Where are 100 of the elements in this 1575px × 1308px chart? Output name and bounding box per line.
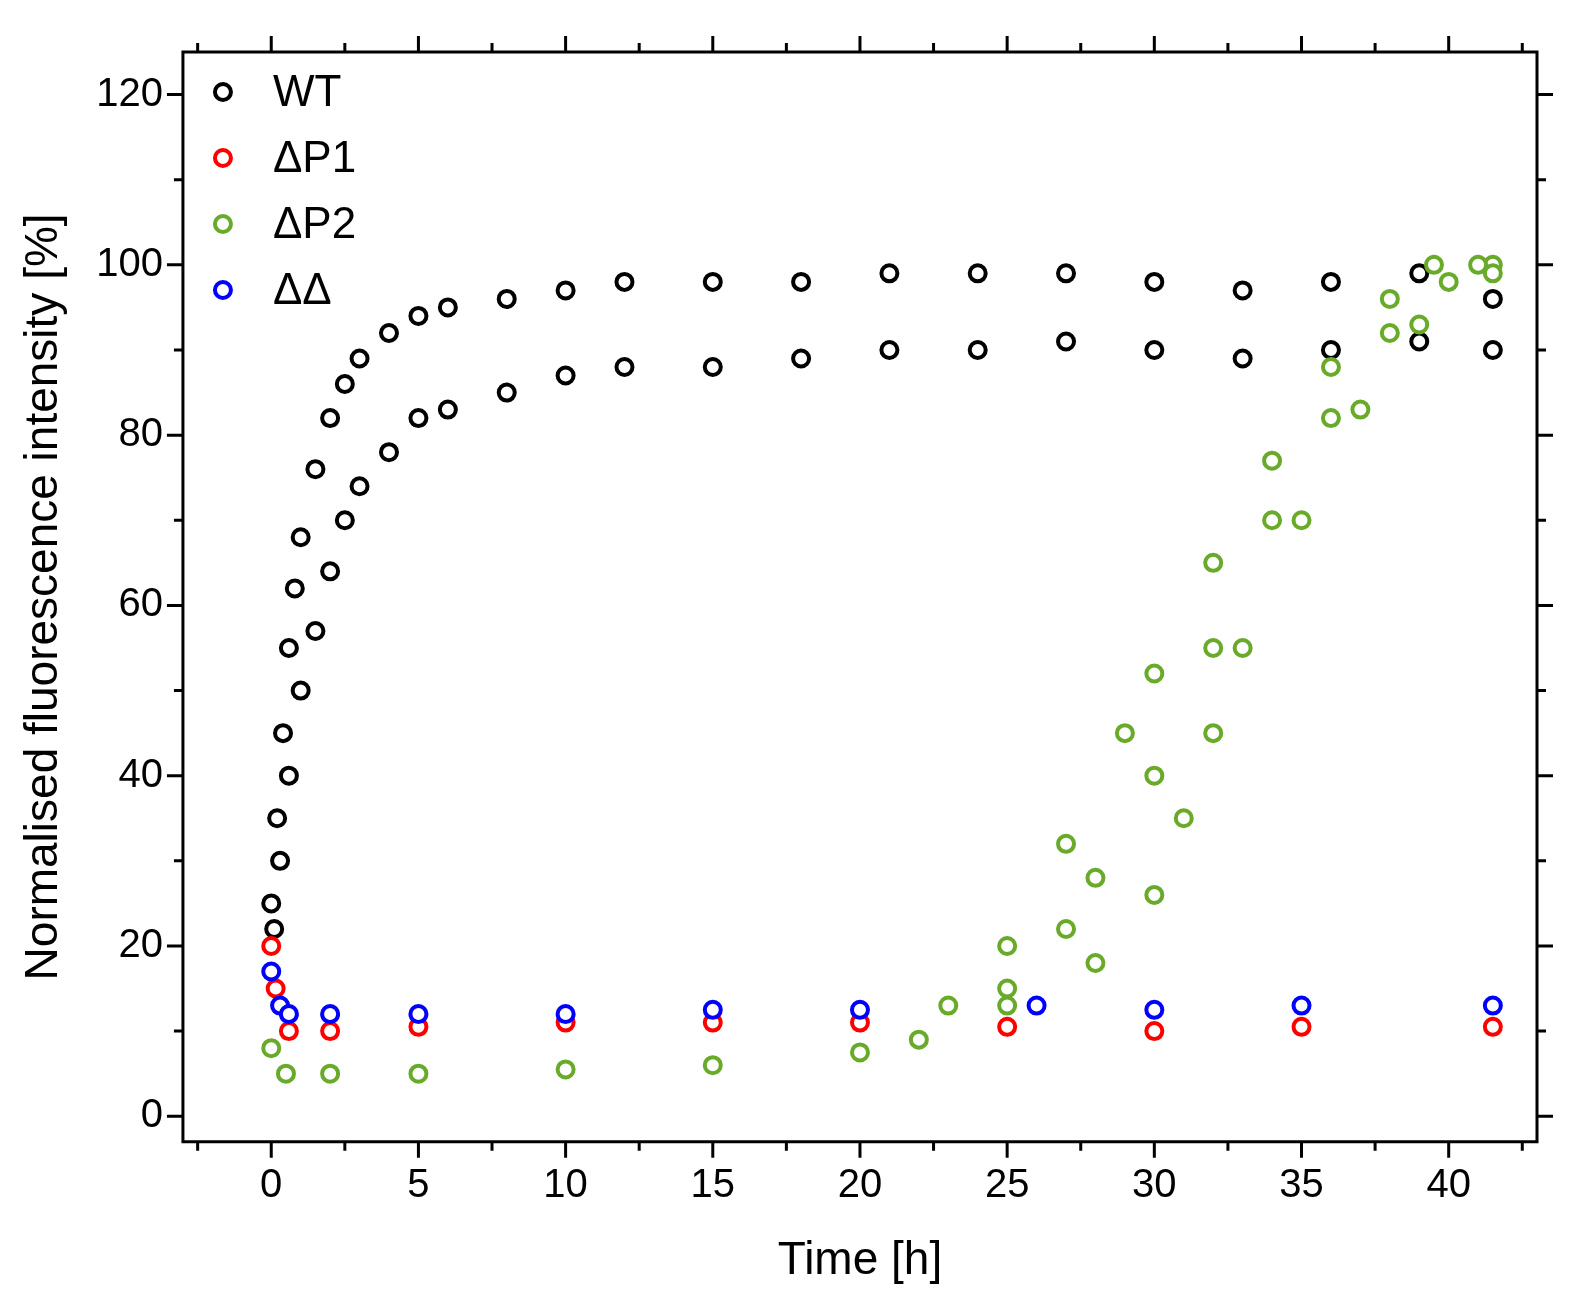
point — [1232, 637, 1253, 658]
point — [1144, 271, 1165, 292]
point — [1144, 999, 1165, 1020]
point — [555, 280, 576, 301]
point — [275, 1063, 296, 1084]
x-tick-label: 15 — [690, 1160, 736, 1205]
point — [1423, 254, 1444, 275]
point — [1203, 552, 1224, 573]
point — [1379, 288, 1400, 309]
point — [1482, 263, 1503, 284]
legend-label: ΔP2 — [272, 198, 357, 248]
point — [408, 305, 429, 326]
x-tick-label: 10 — [543, 1160, 588, 1205]
point — [1482, 1016, 1503, 1037]
point — [1203, 637, 1224, 658]
point — [791, 271, 812, 292]
legend-label: ΔP1 — [272, 132, 357, 182]
point — [1350, 399, 1371, 420]
point — [1056, 263, 1077, 284]
x-axis-title: Time [h] — [777, 1232, 943, 1285]
point — [1085, 953, 1106, 974]
point — [1291, 995, 1312, 1016]
point — [408, 1004, 429, 1025]
y-tick-label: 120 — [96, 69, 163, 114]
point — [1320, 357, 1341, 378]
point — [264, 918, 285, 939]
point — [997, 978, 1018, 999]
point — [290, 680, 311, 701]
point — [1144, 1021, 1165, 1042]
y-tick-label: 60 — [118, 580, 163, 625]
point — [1262, 510, 1283, 531]
point — [997, 995, 1018, 1016]
point — [270, 850, 291, 871]
point — [278, 1004, 299, 1025]
point — [908, 1029, 929, 1050]
point — [1320, 271, 1341, 292]
point — [1114, 723, 1135, 744]
point — [1144, 663, 1165, 684]
point — [879, 263, 900, 284]
point — [320, 1004, 341, 1025]
point — [437, 399, 458, 420]
point — [997, 935, 1018, 956]
point — [1056, 918, 1077, 939]
x-tick-label: 20 — [837, 1160, 883, 1205]
point — [437, 297, 458, 318]
point — [967, 263, 988, 284]
point — [278, 637, 299, 658]
point — [334, 510, 355, 531]
point — [261, 1038, 282, 1059]
point — [378, 322, 399, 343]
point — [614, 357, 635, 378]
point — [1056, 331, 1077, 352]
point — [1379, 322, 1400, 343]
point — [305, 459, 326, 480]
x-tick-label: 0 — [260, 1160, 283, 1205]
point — [1320, 339, 1341, 360]
point — [1144, 884, 1165, 905]
legend-label: ΔΔ — [272, 264, 332, 314]
point — [278, 765, 299, 786]
point — [1203, 723, 1224, 744]
point — [1438, 271, 1459, 292]
x-tick-label: 25 — [984, 1160, 1030, 1205]
point — [1291, 510, 1312, 531]
point — [1291, 1016, 1312, 1037]
point — [1468, 254, 1489, 275]
point — [408, 1063, 429, 1084]
point — [349, 476, 370, 497]
point — [320, 1063, 341, 1084]
point — [305, 620, 326, 641]
point — [1320, 408, 1341, 429]
point — [320, 561, 341, 582]
point — [702, 1055, 723, 1076]
point — [1482, 995, 1503, 1016]
point — [1144, 339, 1165, 360]
point — [849, 1042, 870, 1063]
point — [879, 339, 900, 360]
point — [702, 357, 723, 378]
point — [261, 893, 282, 914]
point — [967, 339, 988, 360]
point — [555, 1004, 576, 1025]
point — [702, 271, 723, 292]
point — [849, 999, 870, 1020]
point — [284, 578, 305, 599]
point — [555, 1059, 576, 1080]
point — [261, 961, 282, 982]
y-tick-label: 0 — [140, 1091, 163, 1136]
point — [290, 527, 311, 548]
point — [1409, 314, 1430, 335]
point — [1409, 331, 1430, 352]
point — [997, 1016, 1018, 1037]
point — [496, 382, 517, 403]
point — [320, 1021, 341, 1042]
point — [278, 1021, 299, 1042]
point — [334, 374, 355, 395]
point — [614, 271, 635, 292]
y-tick-label: 100 — [96, 239, 163, 284]
point — [261, 935, 282, 956]
point — [938, 995, 959, 1016]
point — [496, 288, 517, 309]
point — [408, 408, 429, 429]
